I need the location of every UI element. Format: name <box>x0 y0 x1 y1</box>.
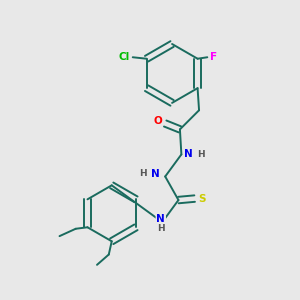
Text: N: N <box>184 149 193 159</box>
Text: H: H <box>197 150 204 159</box>
Text: O: O <box>154 116 162 126</box>
Text: N: N <box>156 214 165 224</box>
Text: F: F <box>210 52 217 62</box>
Text: H: H <box>139 169 147 178</box>
Text: Cl: Cl <box>119 52 130 62</box>
Text: N: N <box>151 169 159 178</box>
Text: S: S <box>198 194 206 204</box>
Text: H: H <box>157 224 165 233</box>
